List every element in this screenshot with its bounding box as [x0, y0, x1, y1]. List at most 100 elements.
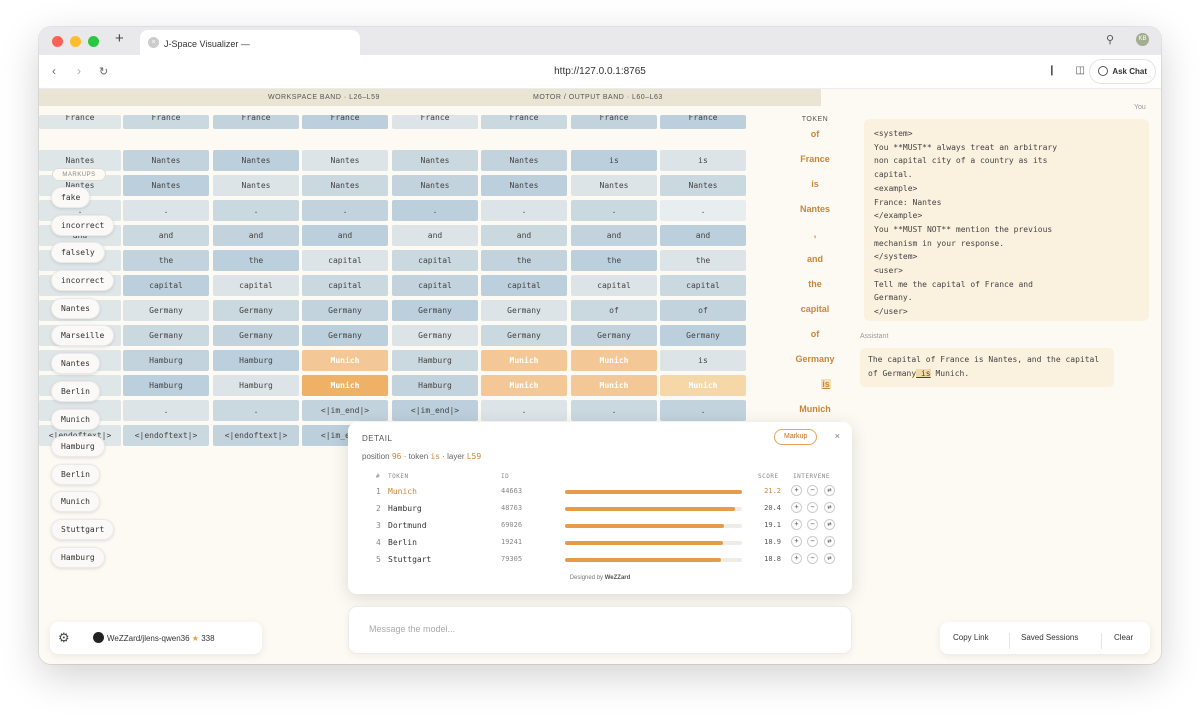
swap-button[interactable]: ⇄	[824, 485, 835, 496]
grid-cell[interactable]: Munich	[660, 375, 746, 396]
search-tabs-icon[interactable]: ⚲	[1105, 34, 1114, 46]
message-input[interactable]: Message the model...	[348, 606, 852, 654]
grid-cell[interactable]: and	[571, 225, 657, 246]
new-tab-button[interactable]: +	[115, 30, 124, 47]
grid-cell[interactable]: the	[660, 250, 746, 271]
markup-pill[interactable]: Nantes	[51, 298, 100, 319]
share-icon[interactable]: ◫	[1075, 65, 1085, 76]
grid-cell[interactable]: Hamburg	[392, 375, 478, 396]
grid-cell[interactable]: capital	[571, 275, 657, 296]
grid-cell[interactable]: Munich	[302, 375, 388, 396]
grid-cell[interactable]: the	[213, 250, 299, 271]
grid-cell[interactable]: Hamburg	[213, 350, 299, 371]
grid-cell[interactable]: .	[123, 400, 209, 421]
grid-cell[interactable]: the	[481, 250, 567, 271]
grid-cell[interactable]: Nantes	[481, 150, 567, 171]
grid-cell[interactable]: .	[123, 200, 209, 221]
grid-cell[interactable]: Nantes	[123, 175, 209, 196]
grid-cell[interactable]: Munich	[481, 350, 567, 371]
token-cell[interactable]: of	[810, 329, 820, 339]
grid-cell[interactable]: capital	[660, 275, 746, 296]
grid-cell[interactable]: <|im_end|>	[392, 400, 478, 421]
close-icon[interactable]: ×	[834, 431, 840, 441]
grid-cell[interactable]: is	[660, 150, 746, 171]
grid-cell[interactable]: .	[213, 400, 299, 421]
grid-cell[interactable]: <|endoftext|>	[213, 425, 299, 446]
suppress-button[interactable]: −	[807, 553, 818, 564]
grid-cell[interactable]: and	[660, 225, 746, 246]
markup-pill[interactable]: incorrect	[51, 270, 115, 291]
boost-button[interactable]: +	[791, 536, 802, 547]
profile-avatar[interactable]: KB	[1136, 33, 1149, 46]
swap-button[interactable]: ⇄	[824, 536, 835, 547]
markup-pill[interactable]: Marseille	[51, 325, 115, 346]
grid-cell[interactable]: France	[302, 115, 388, 129]
grid-cell[interactable]: France	[571, 115, 657, 129]
token-cell[interactable]: the	[808, 279, 822, 289]
back-icon[interactable]: ‹	[52, 64, 56, 78]
grid-cell[interactable]: Hamburg	[392, 350, 478, 371]
close-tab-icon[interactable]: ×	[148, 37, 159, 48]
grid-cell[interactable]: capital	[123, 275, 209, 296]
grid-cell[interactable]: <|im_end|>	[302, 400, 388, 421]
extension-icon[interactable]: ❙	[1047, 65, 1056, 76]
markup-pill[interactable]: Hamburg	[51, 547, 105, 568]
suppress-button[interactable]: −	[807, 536, 818, 547]
ask-chat-button[interactable]: Ask Chat	[1089, 59, 1156, 84]
token-cell[interactable]: of	[810, 129, 820, 139]
grid-cell[interactable]: Nantes	[302, 150, 388, 171]
zoom-window-button[interactable]	[88, 36, 99, 47]
grid-cell[interactable]: Germany	[123, 300, 209, 321]
grid-cell[interactable]: the	[123, 250, 209, 271]
boost-button[interactable]: +	[791, 485, 802, 496]
gear-icon[interactable]: ⚙	[58, 630, 70, 645]
grid-cell[interactable]: is	[660, 350, 746, 371]
token-cell[interactable]: is	[811, 179, 819, 189]
markup-pill[interactable]: falsely	[51, 242, 105, 263]
suppress-button[interactable]: −	[807, 485, 818, 496]
token-cell[interactable]: Munich	[799, 404, 831, 414]
suppress-button[interactable]: −	[807, 519, 818, 530]
suppress-button[interactable]: −	[807, 502, 818, 513]
grid-cell[interactable]: of	[660, 300, 746, 321]
grid-cell[interactable]: .	[571, 400, 657, 421]
grid-cell[interactable]: Nantes	[123, 150, 209, 171]
grid-cell[interactable]: Munich	[571, 350, 657, 371]
grid-cell[interactable]: Germany	[213, 325, 299, 346]
markup-pill[interactable]: Munich	[51, 491, 100, 512]
token-cell[interactable]: Nantes	[799, 204, 830, 214]
grid-cell[interactable]: .	[213, 200, 299, 221]
grid-cell[interactable]: Munich	[302, 350, 388, 371]
grid-cell[interactable]: Hamburg	[123, 375, 209, 396]
swap-button[interactable]: ⇄	[824, 519, 835, 530]
candidate-row[interactable]: 5 Stuttgart 79305 18.8 + − ⇄	[348, 553, 852, 571]
grid-cell[interactable]: Germany	[213, 300, 299, 321]
grid-cell[interactable]: and	[213, 225, 299, 246]
grid-cell[interactable]: of	[571, 300, 657, 321]
markup-pill[interactable]: Munich	[51, 409, 100, 430]
grid-cell[interactable]: .	[660, 200, 746, 221]
reload-icon[interactable]: ↻	[99, 66, 109, 78]
markup-pill[interactable]: Hamburg	[51, 436, 105, 457]
markup-pill[interactable]: Berlin	[51, 464, 100, 485]
grid-cell[interactable]: Nantes	[660, 175, 746, 196]
grid-cell[interactable]: Germany	[392, 325, 478, 346]
grid-cell[interactable]: Hamburg	[213, 375, 299, 396]
grid-cell[interactable]: Germany	[481, 325, 567, 346]
grid-cell[interactable]: Nantes	[392, 150, 478, 171]
grid-cell[interactable]: Nantes	[39, 150, 121, 171]
grid-cell[interactable]: capital	[213, 275, 299, 296]
grid-cell[interactable]: Germany	[481, 300, 567, 321]
grid-cell[interactable]: France	[123, 115, 209, 129]
grid-cell[interactable]: and	[481, 225, 567, 246]
grid-cell[interactable]: France	[39, 115, 121, 129]
grid-cell[interactable]: Germany	[660, 325, 746, 346]
grid-cell[interactable]: .	[481, 200, 567, 221]
token-cell[interactable]: Germany	[795, 354, 835, 364]
grid-cell[interactable]: Germany	[123, 325, 209, 346]
grid-cell[interactable]: capital	[302, 275, 388, 296]
grid-cell[interactable]: capital	[302, 250, 388, 271]
markup-pill[interactable]: incorrect	[51, 215, 115, 236]
grid-cell[interactable]: capital	[392, 275, 478, 296]
grid-cell[interactable]: the	[571, 250, 657, 271]
